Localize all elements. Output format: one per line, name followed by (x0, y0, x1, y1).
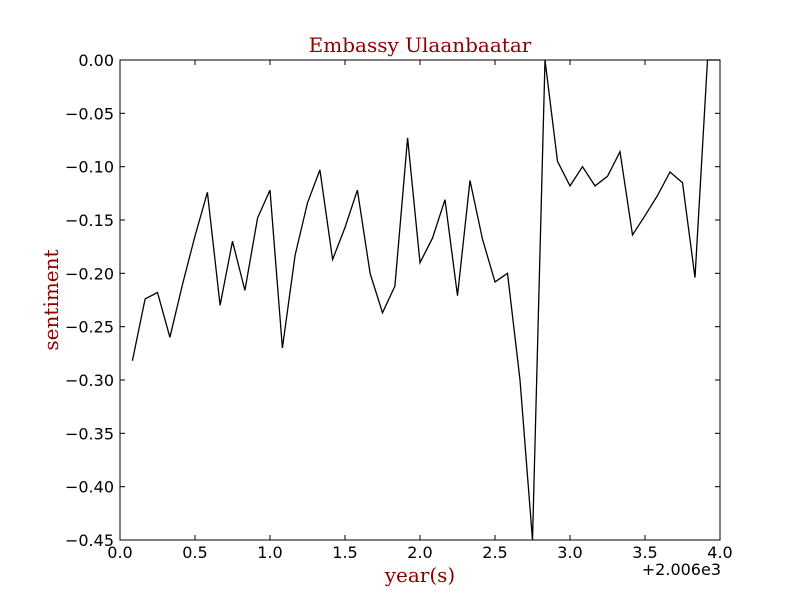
x-tick-label: 0.0 (107, 543, 132, 562)
x-axis-label: year(s) (384, 563, 456, 587)
x-tick-label: 3.0 (557, 543, 582, 562)
y-tick-label: −0.30 (65, 371, 114, 390)
x-tick-label: 1.5 (332, 543, 357, 562)
x-axis-offset-label: +2.006e3 (642, 560, 721, 579)
y-axis-label: sentiment (39, 249, 63, 350)
y-tick-label: 0.00 (78, 51, 114, 70)
x-tick-label: 3.5 (632, 543, 657, 562)
y-tick-label: −0.20 (65, 264, 114, 283)
x-tick-label: 4.0 (707, 543, 732, 562)
x-tick-label: 2.5 (482, 543, 507, 562)
y-tick-label: −0.15 (65, 211, 114, 230)
y-tick-label: −0.35 (65, 424, 114, 443)
plot-frame (119, 59, 721, 541)
y-tick-label: −0.40 (65, 478, 114, 497)
y-tick-label: −0.10 (65, 158, 114, 177)
y-tick-label: −0.45 (65, 531, 114, 550)
x-tick-label: 0.5 (182, 543, 207, 562)
chart-title: Embassy Ulaanbaatar (309, 33, 532, 57)
x-tick-label: 2.0 (407, 543, 432, 562)
plot-area (131, 59, 720, 541)
series-line (131, 59, 720, 541)
y-tick-label: −0.25 (65, 318, 114, 337)
axis-ticks: 0.0 0.5 1.0 1.5 2.0 2.5 3.0 3.5 4.0 0.00 −0.05 −0.1… (65, 51, 733, 562)
y-tick-label: −0.05 (65, 104, 114, 123)
x-tick-label: 1.0 (257, 543, 282, 562)
